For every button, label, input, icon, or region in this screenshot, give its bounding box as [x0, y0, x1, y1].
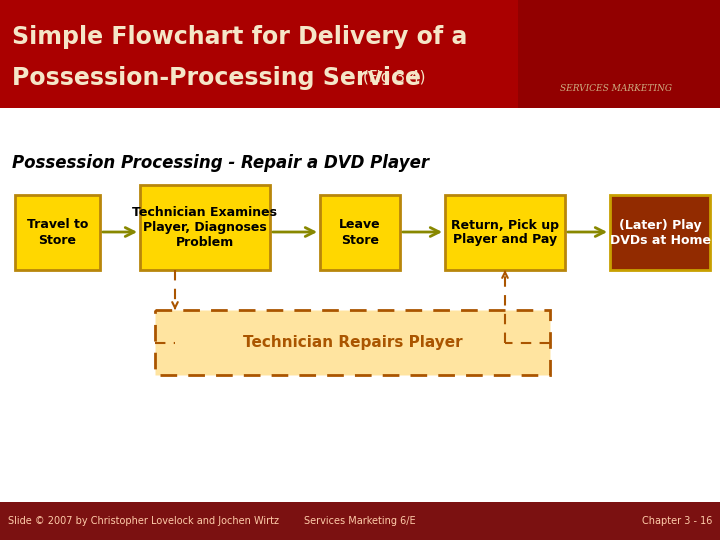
Text: Simple Flowchart for Delivery of a: Simple Flowchart for Delivery of a: [12, 25, 467, 49]
Text: Possession Processing - Repair a DVD Player: Possession Processing - Repair a DVD Pla…: [12, 154, 429, 172]
Text: Services Marketing 6/E: Services Marketing 6/E: [304, 516, 416, 526]
Text: Return, Pick up
Player and Pay: Return, Pick up Player and Pay: [451, 219, 559, 246]
Text: Technician Repairs Player: Technician Repairs Player: [243, 335, 462, 350]
Bar: [518, 0, 720, 108]
Text: Technician Examines
Player, Diagnoses
Problem: Technician Examines Player, Diagnoses Pr…: [132, 206, 277, 249]
Text: (Fig 3.4): (Fig 3.4): [363, 70, 426, 85]
FancyBboxPatch shape: [445, 195, 565, 270]
Text: Travel to
Store: Travel to Store: [27, 219, 88, 246]
Text: Chapter 3 - 16: Chapter 3 - 16: [642, 516, 712, 526]
Bar: [0, 0, 720, 108]
Text: Possession-Processing Service: Possession-Processing Service: [12, 66, 421, 90]
FancyBboxPatch shape: [320, 195, 400, 270]
Text: (Later) Play
DVDs at Home: (Later) Play DVDs at Home: [610, 219, 711, 246]
Text: SERVICES MARKETING: SERVICES MARKETING: [559, 84, 672, 93]
Bar: [0, 502, 720, 540]
FancyBboxPatch shape: [610, 195, 710, 270]
FancyBboxPatch shape: [155, 310, 550, 375]
FancyBboxPatch shape: [140, 185, 270, 270]
Text: Leave
Store: Leave Store: [339, 219, 381, 246]
FancyBboxPatch shape: [15, 195, 100, 270]
Text: Slide © 2007 by Christopher Lovelock and Jochen Wirtz: Slide © 2007 by Christopher Lovelock and…: [8, 516, 279, 526]
